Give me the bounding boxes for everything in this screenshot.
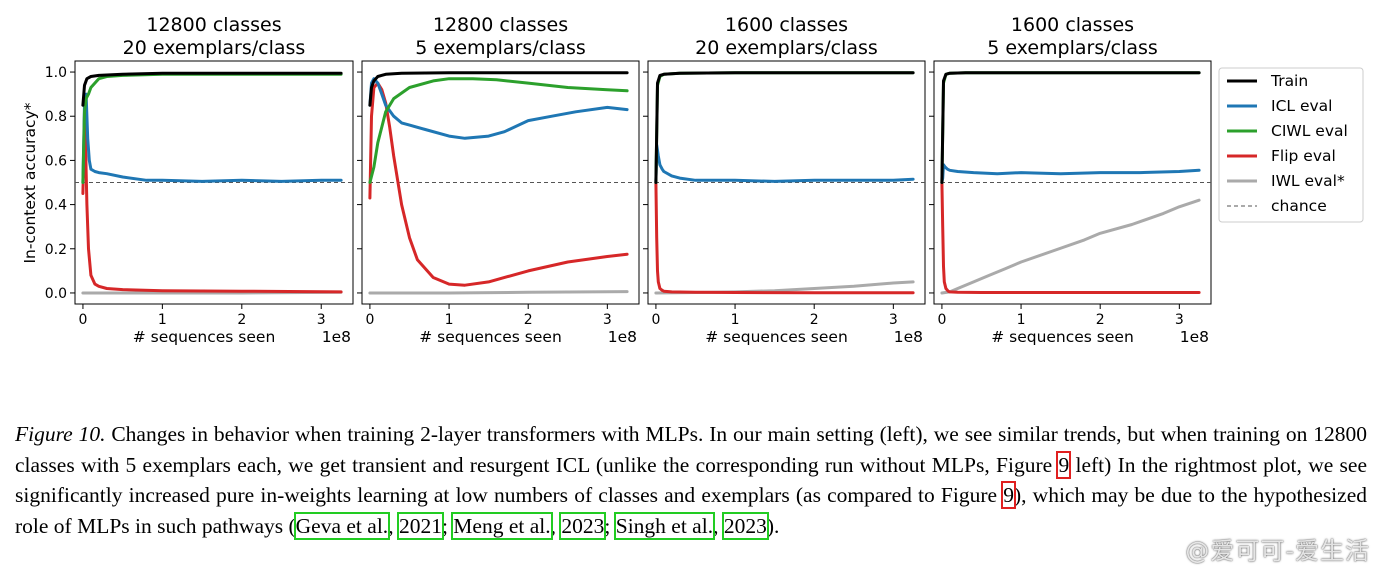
x-axis-label: # sequences seen xyxy=(991,328,1134,346)
y-axis-label: In-context accuracy* xyxy=(21,102,39,263)
series-line-icl-eval xyxy=(368,77,629,140)
x-tick-label: 1 xyxy=(158,312,167,328)
x-tick-label: 1 xyxy=(731,312,740,328)
y-tick-label: 0.6 xyxy=(45,153,67,169)
x-tick-label: 0 xyxy=(365,312,374,328)
x-tick-label: 0 xyxy=(651,312,660,328)
citation-link[interactable]: Geva et al. xyxy=(293,511,391,540)
panel-title: 1600 classes xyxy=(1011,14,1134,36)
series-line-icl-eval xyxy=(654,143,915,184)
citation-link[interactable]: 2021 xyxy=(396,511,444,540)
series-line-ciwl-eval xyxy=(368,77,629,184)
x-tick-label: 3 xyxy=(603,312,612,328)
series-line-train xyxy=(368,71,629,107)
series-line-iwl-eval xyxy=(368,290,629,295)
caption-text: , xyxy=(713,513,724,538)
y-tick-label: 0.4 xyxy=(45,198,67,214)
caption-text: ; xyxy=(604,513,616,538)
panel-subtitle: 20 exemplars/class xyxy=(123,37,306,59)
figure-ref-link[interactable]: 9 xyxy=(1056,450,1072,479)
citation-link[interactable]: Singh et al. xyxy=(613,511,716,540)
plot-area-frame xyxy=(361,60,640,305)
series-line-train xyxy=(654,71,915,184)
x-tick-label: 1 xyxy=(445,312,454,328)
y-tick-label: 0.0 xyxy=(45,286,67,302)
panel-subtitle: 5 exemplars/class xyxy=(415,37,586,59)
citation-link[interactable]: Meng et al. xyxy=(451,511,553,540)
x-offset-label: 1e8 xyxy=(894,328,923,346)
panel-title: 12800 classes xyxy=(433,14,568,36)
caption-text: ; xyxy=(441,513,454,538)
series-line-icl-eval xyxy=(81,92,343,184)
x-tick-label: 3 xyxy=(1175,312,1184,328)
series-line-flip-eval xyxy=(940,181,1201,294)
caption-text: ). xyxy=(766,513,780,538)
x-axis-label: # sequences seen xyxy=(419,328,562,346)
legend-entry-label: CIWL eval xyxy=(1271,122,1348,140)
y-tick-label: 0.2 xyxy=(45,242,67,258)
caption-text: Changes in behavior when training 2-laye… xyxy=(15,422,1368,477)
series-line-train xyxy=(81,71,343,107)
x-axis-label: # sequences seen xyxy=(705,328,848,346)
citation-link[interactable]: 2023 xyxy=(721,511,769,540)
caption-text: ), which may be due to the hypothesized … xyxy=(15,483,1367,538)
citation-link[interactable]: 2023 xyxy=(559,511,607,540)
x-tick-label: 2 xyxy=(810,312,819,328)
series-line-flip-eval xyxy=(654,181,915,295)
x-offset-label: 1e8 xyxy=(1180,328,1209,346)
series-line-train xyxy=(940,71,1201,184)
caption-label: Figure 10. xyxy=(15,422,106,446)
legend-entry-label: Train xyxy=(1270,72,1308,90)
panel-subtitle: 5 exemplars/class xyxy=(987,37,1158,59)
watermark: @爱可可-爱生活 xyxy=(1185,537,1370,565)
caption-text: , xyxy=(550,513,562,538)
plot-area-frame xyxy=(933,60,1212,305)
x-tick-label: 1 xyxy=(1017,312,1026,328)
caption-text: , xyxy=(388,513,399,538)
x-tick-label: 3 xyxy=(317,312,326,328)
y-tick-label: 1.0 xyxy=(45,65,67,81)
panel-subtitle: 20 exemplars/class xyxy=(695,37,878,59)
y-tick-label: 0.8 xyxy=(45,109,67,125)
x-offset-label: 1e8 xyxy=(608,328,637,346)
x-offset-label: 1e8 xyxy=(322,328,351,346)
figure-ref-link[interactable]: 9 xyxy=(1001,481,1016,509)
legend-entry-label: Flip eval xyxy=(1271,147,1336,165)
legend-entry-label: chance xyxy=(1271,197,1327,215)
series-line-iwl-eval xyxy=(940,198,1201,295)
x-axis-label: # sequences seen xyxy=(133,328,276,346)
figure-caption: Figure 10. Changes in behavior when trai… xyxy=(15,419,1367,541)
x-tick-label: 2 xyxy=(1096,312,1105,328)
x-tick-label: 3 xyxy=(889,312,898,328)
x-tick-label: 0 xyxy=(78,312,87,328)
x-tick-label: 2 xyxy=(237,312,246,328)
panel-title: 1600 classes xyxy=(725,14,848,36)
x-tick-label: 2 xyxy=(524,312,533,328)
caption-text: left) In the rightmost plot, we see sign… xyxy=(15,452,1368,508)
series-line-icl-eval xyxy=(940,163,1201,184)
x-tick-label: 0 xyxy=(937,312,946,328)
legend-entry-label: ICL eval xyxy=(1271,97,1332,115)
panel-title: 12800 classes xyxy=(146,14,281,36)
legend-entry-label: IWL eval* xyxy=(1271,172,1345,190)
